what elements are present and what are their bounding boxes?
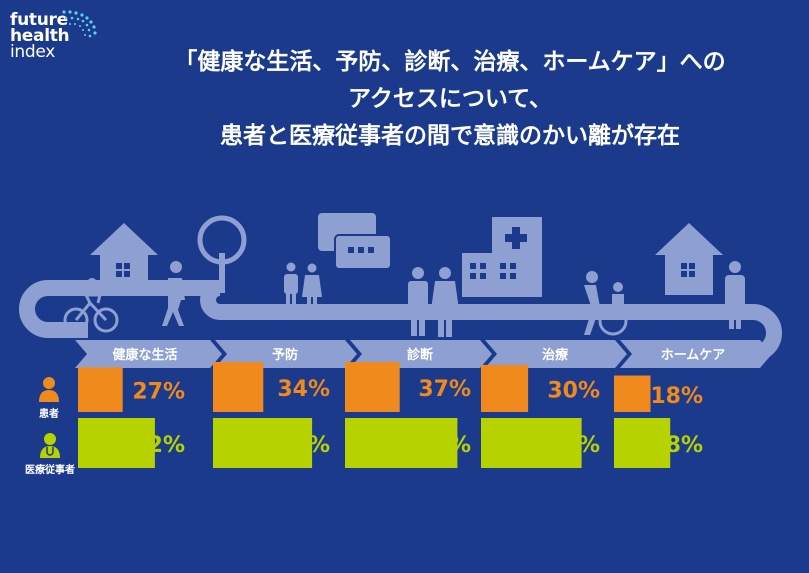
patient-value-label-1: 34% xyxy=(277,377,330,402)
comparison-bar-chart: 27% 34% 37% 30% 18% 52% 67% 76% 68% 38% xyxy=(78,362,703,468)
hospital-icon xyxy=(462,217,542,297)
home-icon xyxy=(655,223,723,295)
patient-bar-3 xyxy=(481,364,529,412)
category-chevron-3 xyxy=(350,340,492,368)
logo-line-1: future xyxy=(10,10,68,30)
tree-icon xyxy=(197,215,247,293)
patient-bar-1 xyxy=(213,362,264,412)
care-journey-illustration: 健康な生活 予防 診断 治療 ホームケア xyxy=(19,213,782,368)
patient-bar-4 xyxy=(614,375,651,413)
page-title: 「健康な生活、予防、診断、治療、ホームケア」への アクセスについて、 患者と医療… xyxy=(110,44,790,155)
patient-label: 患者 xyxy=(39,409,59,420)
patient-bar-0 xyxy=(78,367,123,413)
patient-role: 患者 xyxy=(38,376,60,420)
category-label-diagnosis: 診断 xyxy=(407,347,433,363)
logo-line-3: index xyxy=(10,42,56,62)
professional-bar-4 xyxy=(614,418,671,468)
category-label-healthy-living: 健康な生活 xyxy=(112,347,177,363)
category-chevron-2 xyxy=(215,340,357,368)
title-line-3: 患者と医療従事者の間で意識のかい離が存在 xyxy=(220,123,680,149)
category-label-home-care: ホームケア xyxy=(661,348,726,363)
category-band: 健康な生活 予防 診断 治療 ホームケア xyxy=(75,340,772,368)
future-health-index-logo: future health index xyxy=(10,10,70,62)
logo-dots-icon xyxy=(62,10,97,38)
logo-line-2: health xyxy=(10,26,70,46)
category-label-treatment: 治療 xyxy=(542,347,569,363)
doctor-icon xyxy=(40,433,60,458)
elderly-person-icon xyxy=(725,261,745,329)
professional-role: 医療従事者 xyxy=(22,432,78,476)
cyclist-icon xyxy=(63,278,119,333)
two-people-icon xyxy=(284,262,322,309)
professional-value-label-0: 52% xyxy=(132,433,185,458)
patient-value-label-2: 37% xyxy=(418,377,471,402)
house-icon xyxy=(90,223,158,295)
walking-person-icon xyxy=(162,261,185,326)
road-path xyxy=(19,280,782,362)
professional-bar-0 xyxy=(78,418,155,468)
patient-bar-2 xyxy=(345,362,400,412)
professional-bar-3 xyxy=(481,418,582,468)
title-line-2: アクセスについて、 xyxy=(347,86,552,112)
chat-bubbles-icon xyxy=(318,213,392,270)
wheelchair-icon xyxy=(584,271,632,336)
category-label-prevention: 予防 xyxy=(272,347,298,363)
doctors-icon xyxy=(408,267,460,337)
professional-value-label-2: 76% xyxy=(418,433,471,458)
title-line-1: 「健康な生活、予防、診断、治療、ホームケア」への xyxy=(174,49,726,75)
patient-value-label-4: 18% xyxy=(650,384,703,409)
patient-icon xyxy=(39,377,59,402)
professional-value-label-4: 38% xyxy=(650,433,703,458)
patient-value-label-0: 27% xyxy=(132,380,185,405)
category-chevron-1 xyxy=(75,340,222,368)
category-chevron-5 xyxy=(620,340,772,368)
category-chevron-4 xyxy=(485,340,627,368)
professional-value-label-3: 68% xyxy=(547,433,600,458)
professional-label: 医療従事者 xyxy=(25,465,75,476)
professional-bar-1 xyxy=(213,418,313,468)
patient-value-label-3: 30% xyxy=(547,378,600,403)
professional-bar-2 xyxy=(345,418,458,468)
professional-value-label-1: 67% xyxy=(277,433,330,458)
